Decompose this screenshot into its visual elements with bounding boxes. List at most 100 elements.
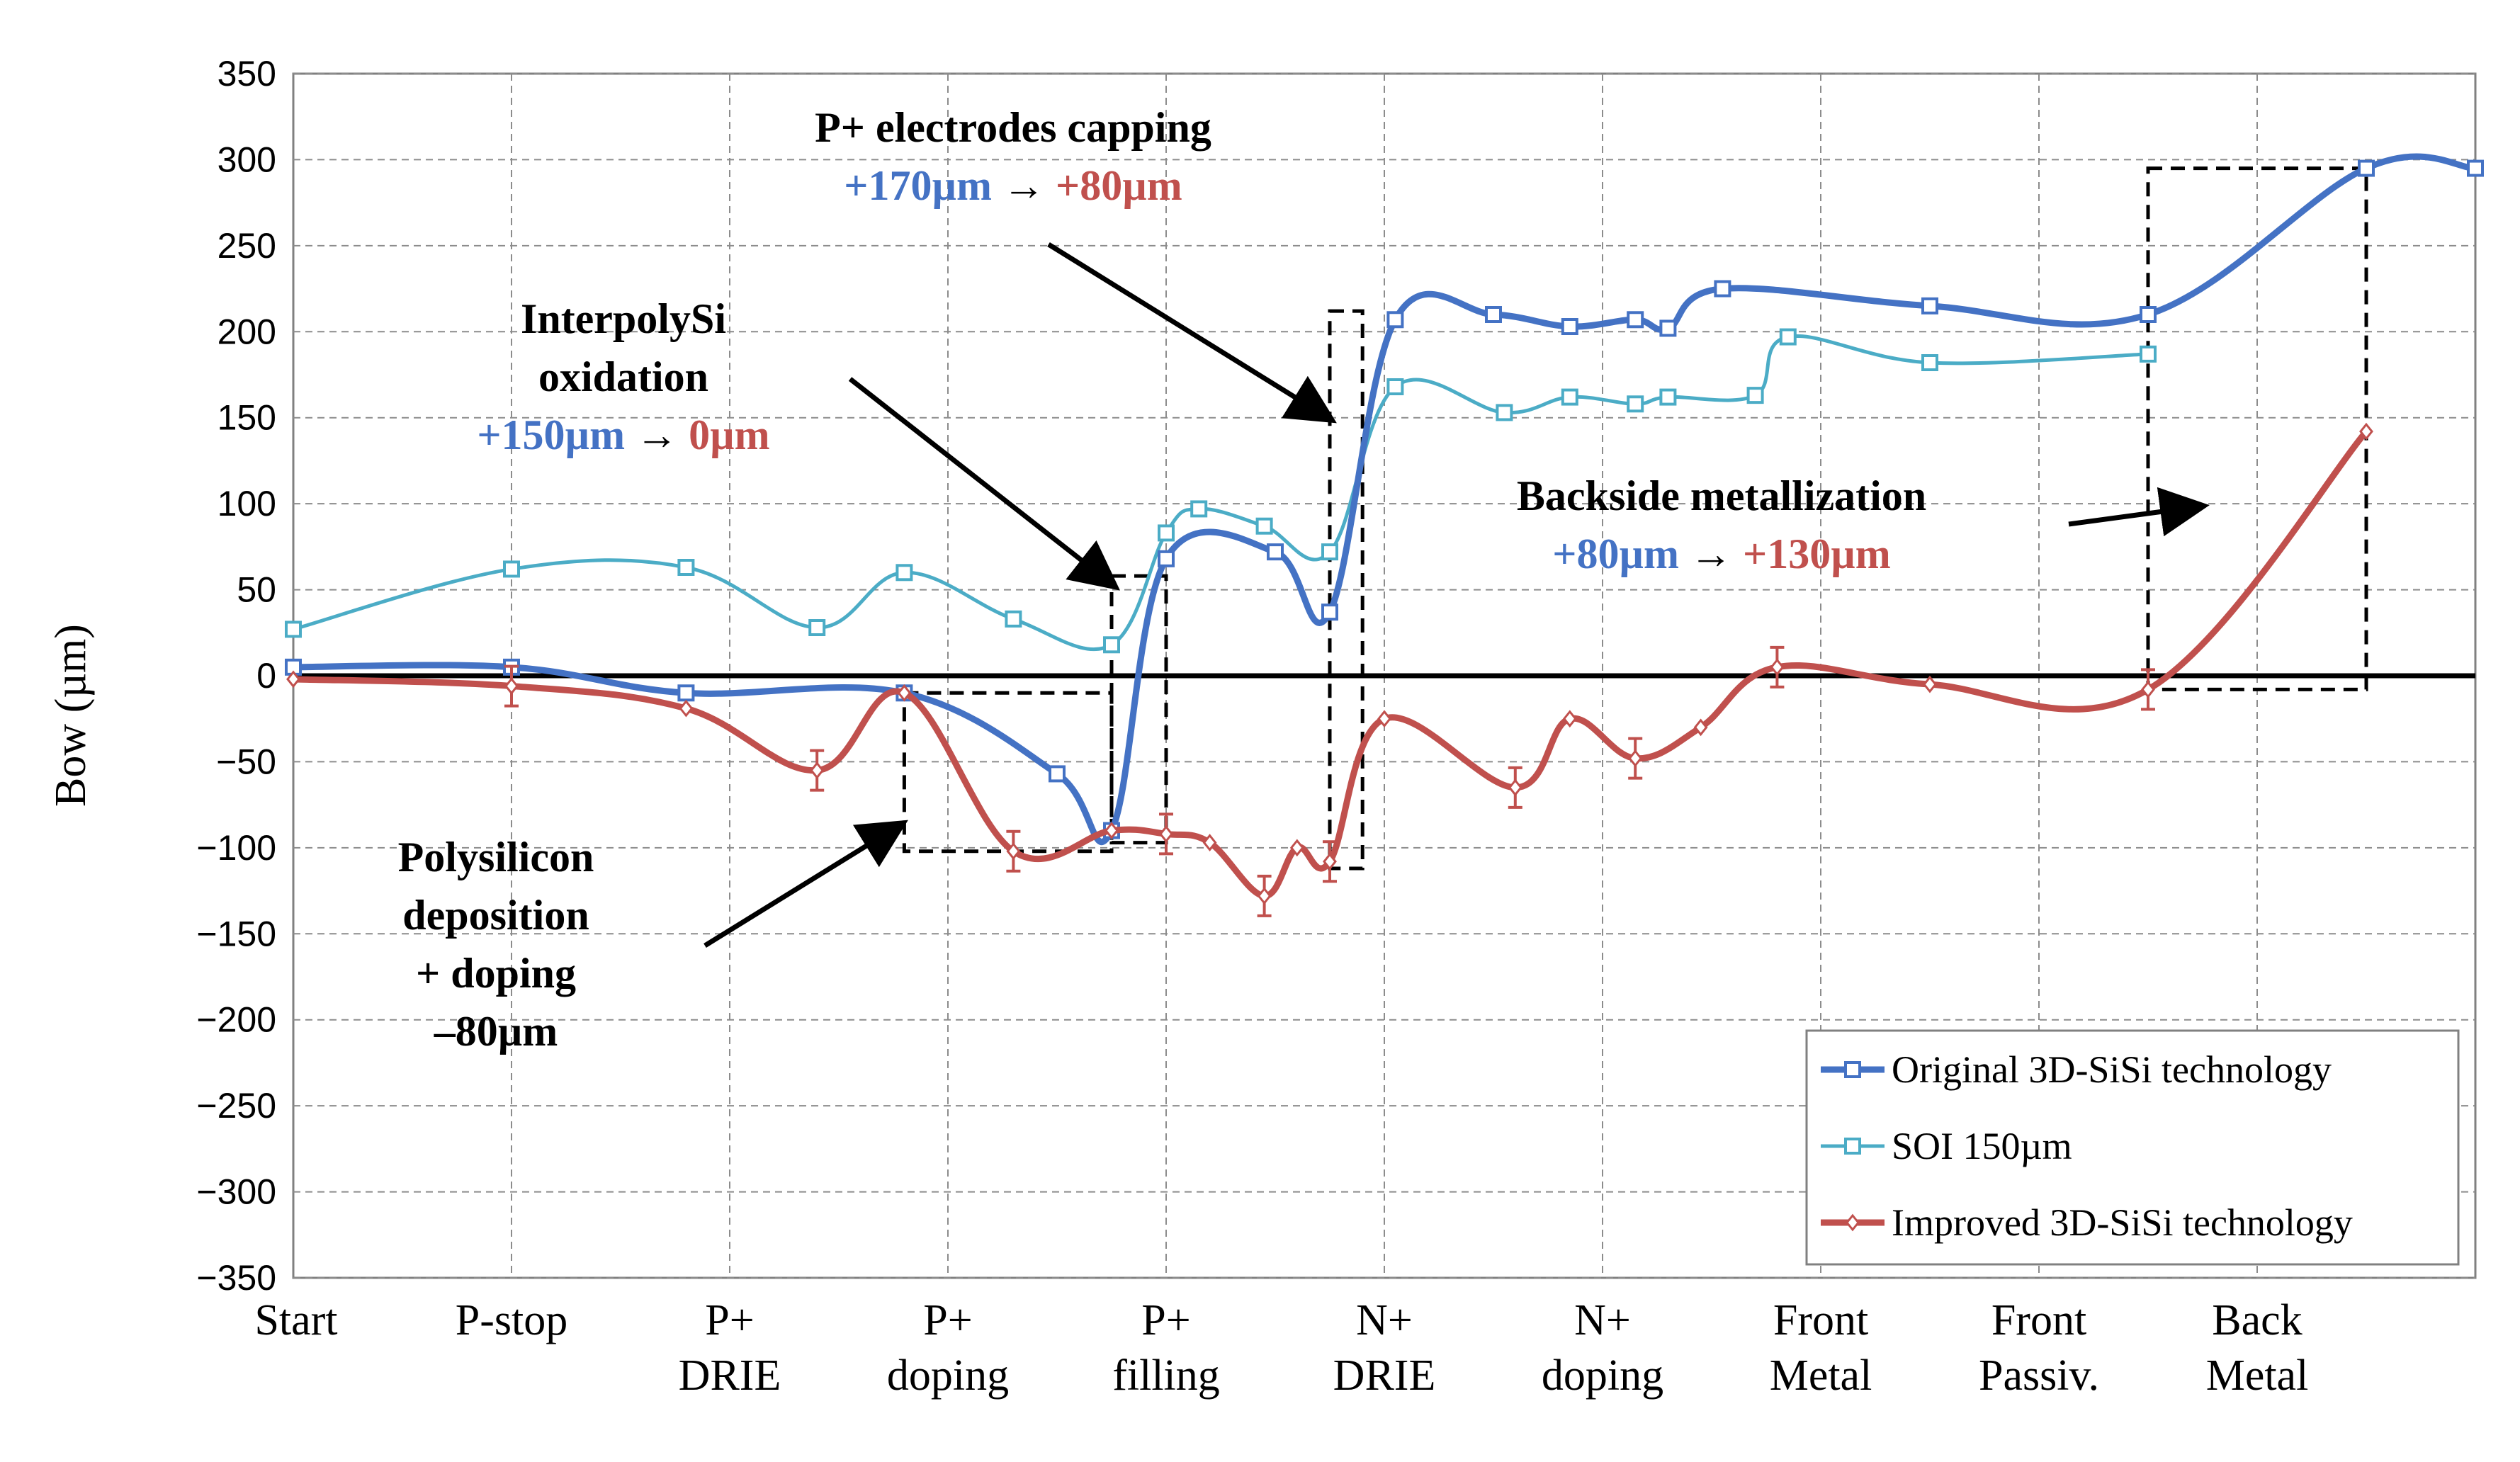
data-point [1923,675,1937,693]
data-point [1693,718,1708,737]
data-point [1255,517,1273,535]
x-tick-label: Front Passiv. [1979,1296,2099,1400]
data-point [808,619,826,636]
data-point [1323,852,1337,871]
data-point [895,564,913,582]
data-point [810,761,825,779]
highlight-box [902,691,1114,854]
annotation-arrow [704,820,908,948]
data-point [1714,280,1731,298]
data-point [1103,636,1120,654]
data-point [1627,395,1644,413]
annotation-arrow [1047,242,1337,424]
legend-box [1805,1029,2460,1266]
data-point [1158,550,1175,567]
data-point [1659,319,1677,337]
series-0 [285,153,2484,846]
data-point [2141,681,2155,698]
data-point [679,699,694,718]
data-point [286,670,300,688]
annotation-text: Backside metallization [1517,472,1926,519]
legend-label: Improved 3D-SiSi technology [1892,1201,2353,1244]
y-tick-label: 150 [217,398,276,438]
data-point [1485,306,1502,323]
y-tick-label: 350 [217,54,276,94]
annotation-text: P+ electrodes capping [815,104,1211,151]
data-point [1746,387,1764,404]
data-point [1562,710,1577,728]
y-tick-label: 200 [217,312,276,351]
data-point [1104,822,1119,839]
data-point [1561,318,1578,335]
x-tick-label: Start [254,1296,337,1344]
legend-marker [1844,1061,1861,1078]
legend-marker [1844,1138,1861,1155]
data-point [285,620,302,638]
legend-label: SOI 150µm [1892,1125,2072,1167]
y-tick-label: 300 [217,140,276,179]
annotation-change: +170µm → +80µm [844,162,1182,209]
highlight-box [1109,574,1168,845]
y-tick-label: −300 [196,1172,276,1212]
y-tick-label: −150 [196,914,276,953]
data-point [1159,825,1173,843]
data-point [1202,834,1217,851]
y-tick-label: 250 [217,226,276,266]
data-point [2359,422,2373,441]
data-point [1659,388,1677,406]
x-tick-label: Back Metal [2206,1296,2309,1400]
data-point [1158,524,1175,542]
data-point [2140,345,2157,363]
y-tick-label: −250 [196,1086,276,1126]
annotations: InterpolySi oxidation +150µm → 0µm P+ elect… [398,104,1926,1055]
data-point [1921,297,1938,314]
data-point [1289,839,1304,857]
y-tick-label: 50 [237,570,276,610]
legend-label: Original 3D-SiSi technology [1892,1048,2332,1091]
data-point [1386,311,1404,329]
annotation-arrows [704,242,2210,948]
x-tick-label: P+ DRIE [679,1296,781,1400]
x-tick-label: N+ DRIE [1333,1296,1436,1400]
data-point [1377,710,1391,728]
data-point [1321,604,1338,621]
x-tick-label: P+ filling [1112,1296,1220,1400]
data-point [1190,500,1208,518]
legend-marker [1846,1213,1860,1232]
data-point [1257,887,1272,905]
data-point [1561,388,1578,406]
data-point [2467,159,2484,177]
x-tick-label: P+ doping [887,1296,1009,1400]
annotation-change: +80µm → +130µm [1552,531,1891,577]
data-point [1779,328,1797,346]
x-tick-label: Front Metal [1770,1296,1872,1400]
data-point [1005,610,1022,628]
annotation-text: InterpolySi oxidation [521,295,726,400]
data-point [2140,306,2157,323]
data-point [2358,159,2375,177]
y-tick-label: 100 [217,484,276,523]
x-tick-label: N+ doping [1542,1296,1663,1400]
y-axis-label: Bow (µm) [47,624,95,807]
data-point [677,559,695,576]
data-point [1770,658,1785,676]
y-tick-label: 0 [256,656,276,696]
data-point [1921,354,1938,371]
x-tick-label: P-stop [456,1296,567,1344]
data-point [1627,311,1644,329]
data-point [1628,749,1643,767]
data-point [1321,543,1338,561]
annotation-arrow [848,377,1121,591]
data-point [1386,378,1404,395]
data-point [1496,404,1513,421]
series-1 [285,328,2157,654]
data-point [504,677,519,695]
y-tick-label: −200 [196,1000,276,1040]
data-point [1049,765,1066,783]
y-tick-label: −100 [196,828,276,868]
series-line [293,153,2476,846]
legend: Original 3D-SiSi technology SOI 150µm Impr… [1805,1029,2460,1266]
data-point [1006,842,1021,861]
annotation-change: +150µm → 0µm [477,412,769,458]
